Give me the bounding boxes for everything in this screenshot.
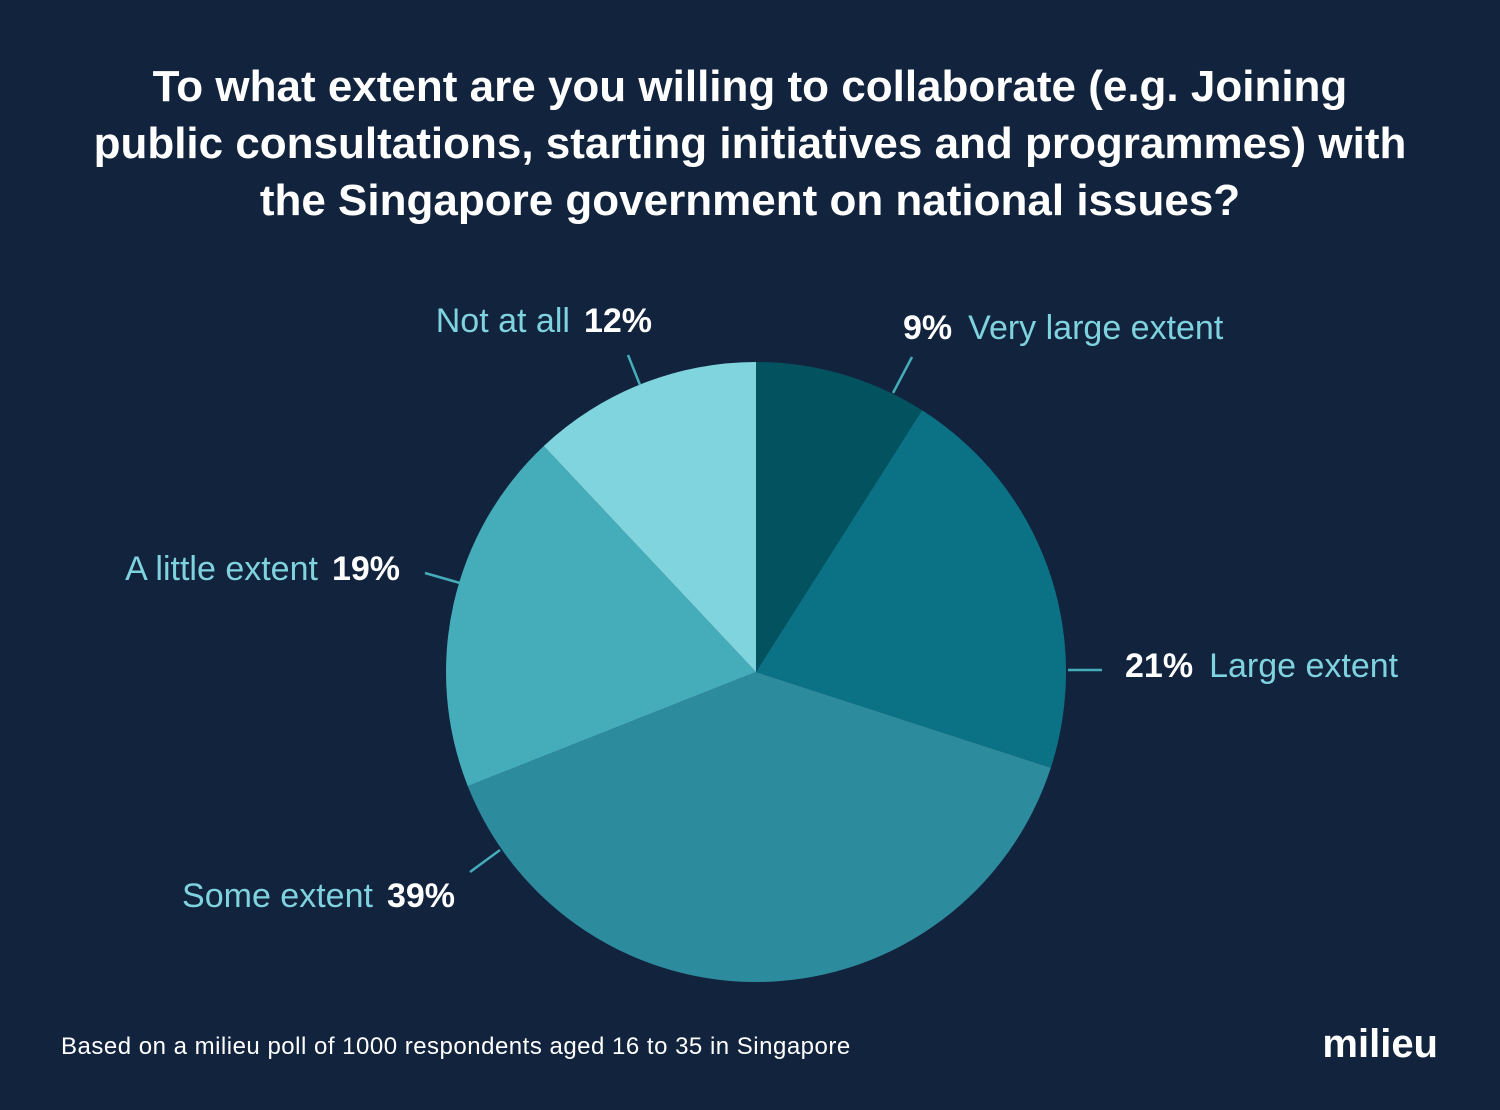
category-label: A little extent	[125, 550, 318, 588]
slice-label: Not at all 12%	[436, 302, 652, 340]
leader-line	[469, 848, 501, 874]
slice-label: 21% Large extent	[1125, 647, 1399, 685]
category-label: Some extent	[182, 877, 373, 915]
pie-slice	[756, 362, 923, 672]
pie-slice	[756, 410, 1066, 768]
leader-line	[424, 571, 461, 585]
category-label: Very large extent	[968, 309, 1224, 347]
value-label: 12%	[584, 302, 652, 340]
chart-title: To what extent are you willing to collab…	[93, 62, 1407, 225]
footnote: Based on a milieu poll of 1000 responden…	[61, 1033, 851, 1060]
value-label: 19%	[332, 550, 400, 588]
brand-logo: milieu	[1322, 1022, 1438, 1066]
leader-line	[626, 354, 642, 386]
value-label: 21%	[1125, 647, 1193, 685]
slice-label: Some extent 39%	[182, 877, 455, 915]
slice-label: 9% Very large extent	[903, 309, 1224, 347]
pie-slice	[543, 362, 756, 672]
pie-slice	[467, 672, 1051, 983]
slice-label: A little extent 19%	[125, 550, 400, 588]
leader-line	[891, 356, 914, 394]
pie-slice	[446, 446, 756, 787]
category-label: Not at all	[436, 302, 570, 340]
category-label: Large extent	[1209, 647, 1399, 685]
value-label: 9%	[903, 309, 952, 347]
value-label: 39%	[387, 877, 455, 915]
